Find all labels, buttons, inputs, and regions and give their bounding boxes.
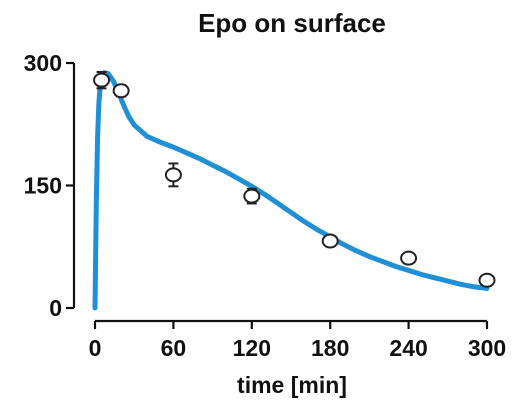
point-marker: [112, 83, 130, 99]
x-tick-label: 240: [389, 335, 427, 361]
x-tick-label: 120: [233, 335, 271, 361]
point-marker: [478, 272, 496, 288]
y-tick-label: 300: [24, 50, 62, 76]
x-axis-label: time [min]: [237, 372, 347, 398]
point-marker: [164, 167, 182, 183]
data-point: [478, 272, 496, 288]
data-point: [164, 162, 182, 188]
data-point: [400, 250, 418, 266]
y-tick-label: 0: [49, 295, 62, 321]
data-point: [112, 83, 130, 99]
x-tick-label: 180: [311, 335, 349, 361]
point-marker: [400, 250, 418, 266]
point-marker: [243, 188, 261, 204]
x-tick-label: 300: [468, 335, 506, 361]
y-axis-ticks: 0 150 300: [24, 50, 74, 321]
y-tick-label: 150: [24, 173, 62, 199]
x-tick-label: 0: [89, 335, 102, 361]
data-point: [321, 233, 339, 249]
chart-title: Epo on surface: [198, 8, 386, 38]
x-tick-label: 60: [161, 335, 187, 361]
point-marker: [93, 72, 111, 88]
data-point: [93, 70, 111, 90]
point-marker: [321, 233, 339, 249]
data-point: [243, 187, 261, 205]
fit-curve-line: [92, 70, 490, 311]
axes: 0 150 300 0 60 120 180 240 300: [24, 50, 507, 361]
x-axis-ticks: 0 60 120 180 240 300: [89, 321, 506, 361]
data-points: [93, 70, 496, 288]
